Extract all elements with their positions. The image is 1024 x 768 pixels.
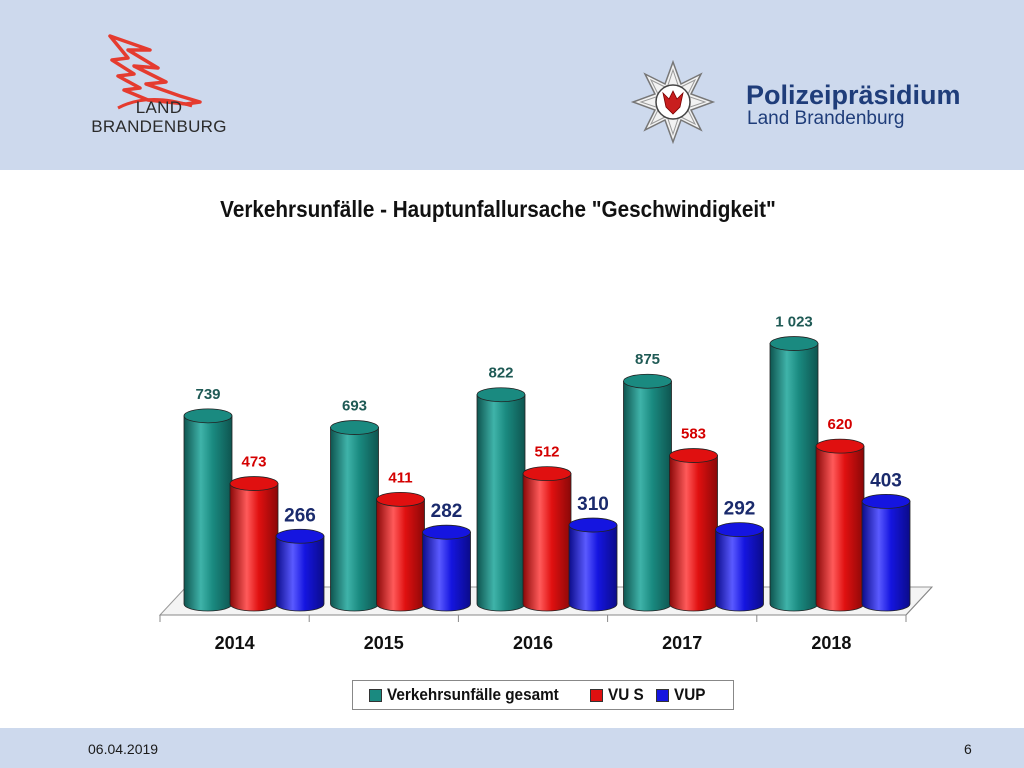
bar-0-0: [183, 415, 233, 612]
bar-cap-0-1: [330, 420, 379, 435]
bar-cap-1-0: [229, 476, 279, 491]
bar-1-2: [522, 473, 572, 612]
legend-label-vus: VU S: [607, 685, 644, 704]
bar-cap-1-2: [522, 466, 572, 482]
bar-cap-2-1: [422, 524, 471, 540]
data-label: 822: [488, 365, 513, 382]
police-title: Polizeipräsidium: [746, 80, 961, 110]
x-tick-label: 2017: [662, 633, 702, 653]
bar-2-1: [422, 531, 471, 612]
page-number: 6: [964, 741, 972, 757]
legend-label-gesamt: Verkehrsunfälle gesamt: [387, 685, 559, 704]
data-label: 512: [534, 444, 559, 461]
data-label: 693: [342, 398, 367, 415]
data-label: 620: [827, 416, 852, 433]
floor-edge: [905, 586, 933, 616]
data-label: 875: [635, 351, 660, 368]
data-label: 266: [284, 505, 316, 526]
x-tick-label: 2015: [364, 633, 404, 653]
bar-0-1: [330, 427, 379, 612]
police-star-icon: [630, 60, 716, 144]
footer-date: 06.04.2019: [88, 741, 159, 757]
x-tick-label: 2014: [215, 633, 255, 653]
bar-cap-2-4: [861, 493, 911, 509]
x-tick-label: 2018: [811, 633, 851, 653]
bar-cap-0-4: [769, 336, 819, 351]
legend-item-vup: VUP: [655, 685, 709, 705]
legend-item-gesamt: Verkehrsunfälle gesamt: [369, 685, 578, 705]
bar-cap-2-2: [568, 517, 618, 533]
bar-cap-1-1: [376, 491, 425, 507]
bar-cap-0-2: [476, 387, 526, 403]
data-label: 403: [870, 470, 902, 491]
bar-cap-1-3: [669, 448, 718, 463]
bar-1-3: [669, 455, 718, 612]
brand-line-brandenburg: BRANDENBURG: [91, 117, 227, 136]
data-label: 282: [431, 501, 463, 522]
bar-cap-0-3: [623, 373, 672, 389]
data-label: 583: [681, 426, 706, 443]
bar-cap-0-0: [183, 408, 233, 424]
brand-line-land: LAND: [135, 98, 183, 117]
bar-cap-2-0: [275, 528, 325, 544]
bar-0-2: [476, 394, 526, 612]
data-label: 739: [195, 386, 220, 403]
data-label: 411: [388, 469, 412, 486]
data-label: 292: [724, 499, 756, 520]
bar-1-4: [815, 445, 865, 612]
bar-0-3: [623, 380, 672, 612]
bar-0-4: [769, 343, 819, 612]
brandenburg-eagle-logo: [108, 34, 202, 110]
bar-1-1: [376, 498, 425, 612]
bar-2-2: [568, 524, 618, 612]
police-subtitle: Land Brandenburg: [747, 108, 905, 129]
x-tick-label: 2016: [513, 633, 553, 653]
bar-2-4: [861, 500, 911, 612]
footer-band: [0, 728, 1024, 768]
chart-legend: Verkehrsunfälle gesamt VU S VUP: [352, 680, 734, 710]
bar-cap-2-3: [715, 522, 764, 538]
legend-label-vup: VUP: [673, 685, 706, 704]
data-label: 473: [241, 454, 266, 471]
bar-cap-1-4: [815, 438, 865, 454]
legend-item-vus: VU S: [589, 685, 648, 705]
bar-1-0: [229, 483, 279, 612]
bar-2-3: [715, 529, 764, 612]
bar-2-0: [275, 535, 325, 612]
legend-swatch-vup: [655, 688, 669, 702]
chart-title: Verkehrsunfälle - Hauptunfallursache "Ge…: [220, 196, 776, 222]
header-band: [0, 0, 1024, 170]
legend-swatch-gesamt: [369, 688, 382, 702]
brand-text: LAND BRANDENBURG: [84, 98, 234, 136]
data-label: 310: [577, 494, 609, 515]
legend-swatch-vus: [589, 688, 603, 702]
data-label: 1 023: [775, 314, 813, 331]
